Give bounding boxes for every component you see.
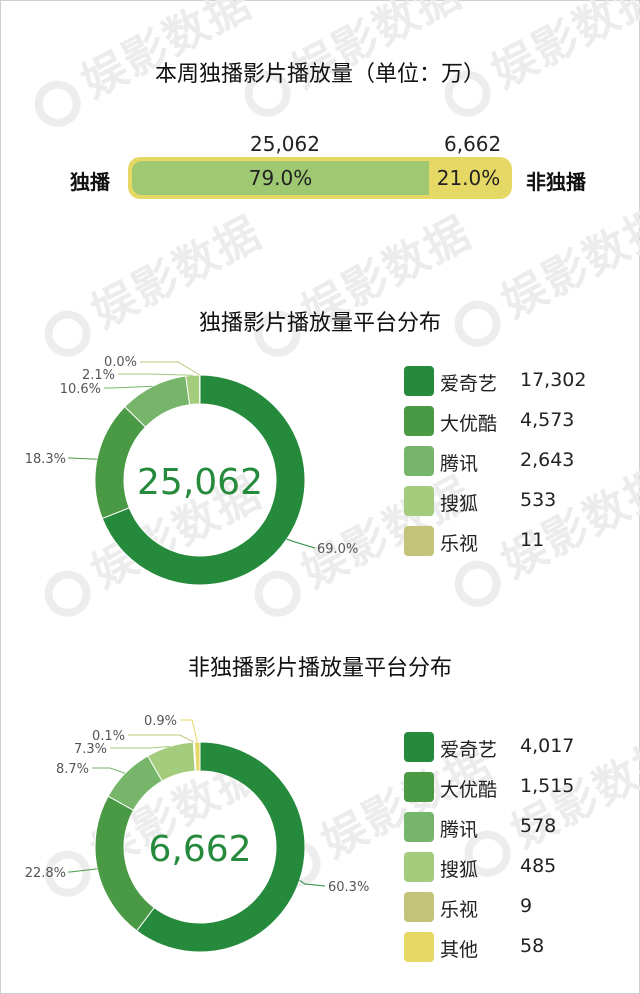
bar-segment-exclusive: 79.0% <box>132 161 429 195</box>
donut-1-legend-item: 腾讯 2,643 <box>404 446 634 476</box>
bar-left-label: 独播 <box>70 170 110 194</box>
legend-value: 485 <box>520 855 557 877</box>
donut-1-percent-label-4: 0.0% <box>104 355 137 370</box>
bar-chart-title: 本周独播影片播放量（单位：万） <box>154 62 485 87</box>
donut-1-percent-label-3: 2.1% <box>82 368 115 383</box>
donut-2-leader-0 <box>299 879 326 887</box>
legend-name: 搜狐 <box>440 859 479 881</box>
legend-value: 17,302 <box>520 369 587 391</box>
legend-name: 搜狐 <box>440 493 479 515</box>
donut-1-title: 独播影片播放量平台分布 <box>198 311 441 336</box>
bar-segment-non-exclusive: 21.0% <box>429 161 508 195</box>
donut-2-percent-label-0: 60.3% <box>328 880 369 895</box>
donut-2-legend-item: 搜狐 485 <box>404 852 634 882</box>
donut-1-legend-item: 大优酷 4,573 <box>404 406 634 436</box>
legend-swatch <box>404 732 434 762</box>
legend-value: 1,515 <box>520 775 575 797</box>
legend-swatch <box>404 366 434 396</box>
donut-2-legend-item: 腾讯 578 <box>404 812 634 842</box>
legend-value: 4,573 <box>520 409 575 431</box>
stacked-bar: 79.0% 21.0% <box>128 157 512 199</box>
legend-value: 58 <box>520 935 545 957</box>
donut-2-percent-label-3: 7.3% <box>74 742 107 757</box>
donut-2-slice-1 <box>94 795 155 932</box>
donut-1-slice-0 <box>101 374 306 586</box>
donut-1-leader-3 <box>118 373 193 376</box>
donut-2-leader-1 <box>68 868 98 873</box>
donut-1-center-label: 25,062 <box>137 462 263 503</box>
legend-swatch <box>404 932 434 962</box>
legend-name: 大优酷 <box>440 413 498 435</box>
legend-name: 腾讯 <box>440 819 479 841</box>
legend-name: 乐视 <box>440 899 479 921</box>
donut-2-leader-5 <box>180 719 198 743</box>
legend-name: 爱奇艺 <box>440 373 498 395</box>
legend-value: 11 <box>520 529 545 551</box>
donut-1-leader-1 <box>68 457 98 460</box>
donut-2-percent-label-1: 22.8% <box>25 866 66 881</box>
donut-1-percent-label-2: 10.6% <box>60 382 101 397</box>
legend-swatch <box>404 772 434 802</box>
donut-2-leader-2 <box>92 767 126 774</box>
donut-1-percent-label-1: 18.3% <box>25 452 66 467</box>
donut-1-legend-item: 搜狐 533 <box>404 486 634 516</box>
donut-2-legend-item: 乐视 9 <box>404 892 634 922</box>
legend-swatch <box>404 852 434 882</box>
bar-percent-label-exclusive: 79.0% <box>248 166 313 190</box>
legend-value: 9 <box>520 895 533 917</box>
legend-name: 大优酷 <box>440 779 498 801</box>
donut-2-leader-3 <box>110 745 170 749</box>
bar-right-label: 非独播 <box>526 170 586 194</box>
donut-1-leader-2 <box>104 385 153 389</box>
legend-swatch <box>404 486 434 516</box>
donut-2-title: 非独播影片播放量平台分布 <box>187 656 452 681</box>
legend-swatch <box>404 446 434 476</box>
donut-1-legend-item: 乐视 11 <box>404 526 634 556</box>
donut-2-legend-item: 爱奇艺 4,017 <box>404 732 634 762</box>
legend-value: 533 <box>520 489 557 511</box>
donut-1-legend-item: 爱奇艺 17,302 <box>404 366 634 396</box>
bar-value-label-exclusive: 25,062 <box>250 132 320 156</box>
donut-2-percent-label-2: 8.7% <box>56 762 89 777</box>
donut-2-legend-item: 其他 58 <box>404 932 634 962</box>
donut-2-percent-label-4: 0.1% <box>92 729 125 744</box>
donut-2-percent-label-5: 0.9% <box>144 714 177 729</box>
legend-value: 4,017 <box>520 735 575 757</box>
donut-1-percent-label-0: 69.0% <box>317 542 358 557</box>
legend-swatch <box>404 406 434 436</box>
legend-swatch <box>404 526 434 556</box>
legend-value: 578 <box>520 815 557 837</box>
bar-percent-label-non-exclusive: 21.0% <box>436 166 501 190</box>
legend-swatch <box>404 812 434 842</box>
legend-name: 乐视 <box>440 533 479 555</box>
legend-value: 2,643 <box>520 449 575 471</box>
legend-name: 爱奇艺 <box>440 739 498 761</box>
legend-name: 其他 <box>440 939 479 961</box>
legend-swatch <box>404 892 434 922</box>
donut-2-slice-0 <box>136 741 306 953</box>
donut-2-legend-item: 大优酷 1,515 <box>404 772 634 802</box>
donut-1-leader-0 <box>286 538 316 549</box>
donut-1-leader-4 <box>140 361 201 376</box>
donut-2-center-label: 6,662 <box>148 829 251 870</box>
legend-name: 腾讯 <box>440 453 479 475</box>
donut-2-slice-5 <box>193 741 201 772</box>
donut-2-leader-4 <box>128 734 195 743</box>
bar-value-label-non-exclusive: 6,662 <box>444 132 502 156</box>
